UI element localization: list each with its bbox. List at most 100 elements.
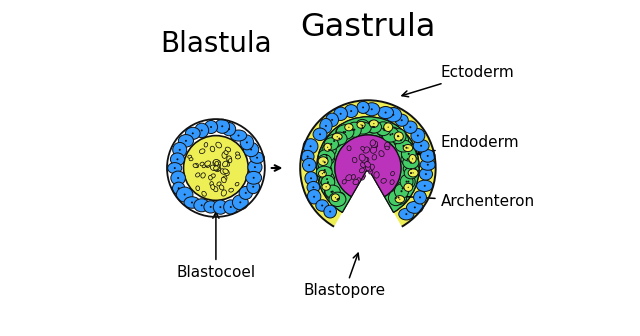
Circle shape <box>332 191 333 193</box>
Ellipse shape <box>401 147 416 161</box>
Ellipse shape <box>396 140 412 152</box>
Circle shape <box>392 133 394 135</box>
Ellipse shape <box>359 173 365 179</box>
Ellipse shape <box>307 190 321 204</box>
Ellipse shape <box>216 164 220 168</box>
Ellipse shape <box>322 183 330 190</box>
Circle shape <box>371 108 372 110</box>
Ellipse shape <box>211 185 215 190</box>
Ellipse shape <box>326 113 339 127</box>
Circle shape <box>398 136 399 137</box>
Ellipse shape <box>210 181 213 186</box>
Ellipse shape <box>365 161 369 166</box>
Ellipse shape <box>318 157 328 165</box>
Ellipse shape <box>326 134 342 148</box>
Ellipse shape <box>320 118 332 133</box>
Circle shape <box>392 114 394 116</box>
Circle shape <box>254 166 256 168</box>
Text: Ectoderm: Ectoderm <box>402 65 515 97</box>
Circle shape <box>403 145 404 147</box>
Circle shape <box>385 112 387 114</box>
Circle shape <box>310 177 312 179</box>
Ellipse shape <box>204 142 208 147</box>
Ellipse shape <box>224 151 228 155</box>
Ellipse shape <box>324 185 339 199</box>
Ellipse shape <box>351 174 355 179</box>
Wedge shape <box>300 100 436 227</box>
Ellipse shape <box>221 190 227 196</box>
Ellipse shape <box>385 108 401 122</box>
Circle shape <box>252 186 254 188</box>
Ellipse shape <box>319 151 335 165</box>
Ellipse shape <box>303 158 316 172</box>
Circle shape <box>388 127 389 128</box>
Ellipse shape <box>353 172 358 176</box>
Ellipse shape <box>243 142 259 157</box>
Circle shape <box>191 202 193 204</box>
Ellipse shape <box>213 166 216 169</box>
Ellipse shape <box>419 168 433 180</box>
Circle shape <box>337 136 338 137</box>
Ellipse shape <box>179 134 193 147</box>
Ellipse shape <box>196 173 200 177</box>
Ellipse shape <box>359 176 364 180</box>
Ellipse shape <box>204 201 218 213</box>
Ellipse shape <box>250 152 264 163</box>
Ellipse shape <box>364 158 369 162</box>
Circle shape <box>174 167 176 169</box>
Circle shape <box>395 197 397 199</box>
Circle shape <box>245 192 247 194</box>
Ellipse shape <box>215 161 218 166</box>
Circle shape <box>210 206 212 208</box>
Ellipse shape <box>324 205 337 218</box>
Ellipse shape <box>385 127 400 141</box>
Circle shape <box>419 196 421 198</box>
Circle shape <box>192 132 194 134</box>
Ellipse shape <box>173 142 187 157</box>
Ellipse shape <box>206 164 210 168</box>
Ellipse shape <box>214 166 217 170</box>
Ellipse shape <box>376 155 383 162</box>
Ellipse shape <box>404 121 417 133</box>
Circle shape <box>237 134 239 136</box>
Circle shape <box>326 178 328 180</box>
Ellipse shape <box>365 165 371 169</box>
Ellipse shape <box>322 143 336 157</box>
Ellipse shape <box>366 121 380 133</box>
Ellipse shape <box>403 144 413 152</box>
Ellipse shape <box>390 129 406 144</box>
Ellipse shape <box>188 155 191 158</box>
Ellipse shape <box>230 130 246 141</box>
Circle shape <box>201 129 203 131</box>
Ellipse shape <box>195 123 209 138</box>
Ellipse shape <box>357 121 365 128</box>
Ellipse shape <box>168 163 182 174</box>
Circle shape <box>210 126 212 128</box>
Ellipse shape <box>401 153 414 165</box>
Circle shape <box>177 158 179 160</box>
Ellipse shape <box>343 168 348 174</box>
Circle shape <box>397 135 399 137</box>
Ellipse shape <box>409 155 416 163</box>
Circle shape <box>228 128 230 130</box>
Ellipse shape <box>205 163 209 166</box>
Ellipse shape <box>216 142 221 148</box>
Ellipse shape <box>372 143 378 148</box>
Ellipse shape <box>316 200 328 211</box>
Circle shape <box>405 213 407 215</box>
Ellipse shape <box>227 156 232 162</box>
Ellipse shape <box>347 146 351 151</box>
Ellipse shape <box>399 142 414 154</box>
Circle shape <box>239 201 241 203</box>
Circle shape <box>253 177 255 179</box>
Circle shape <box>328 149 330 151</box>
Circle shape <box>373 123 374 124</box>
Ellipse shape <box>381 178 387 183</box>
Ellipse shape <box>223 161 228 167</box>
Ellipse shape <box>319 150 335 162</box>
Ellipse shape <box>353 179 359 185</box>
Circle shape <box>373 126 375 128</box>
Ellipse shape <box>371 146 377 153</box>
Circle shape <box>250 149 252 151</box>
Ellipse shape <box>224 169 229 175</box>
